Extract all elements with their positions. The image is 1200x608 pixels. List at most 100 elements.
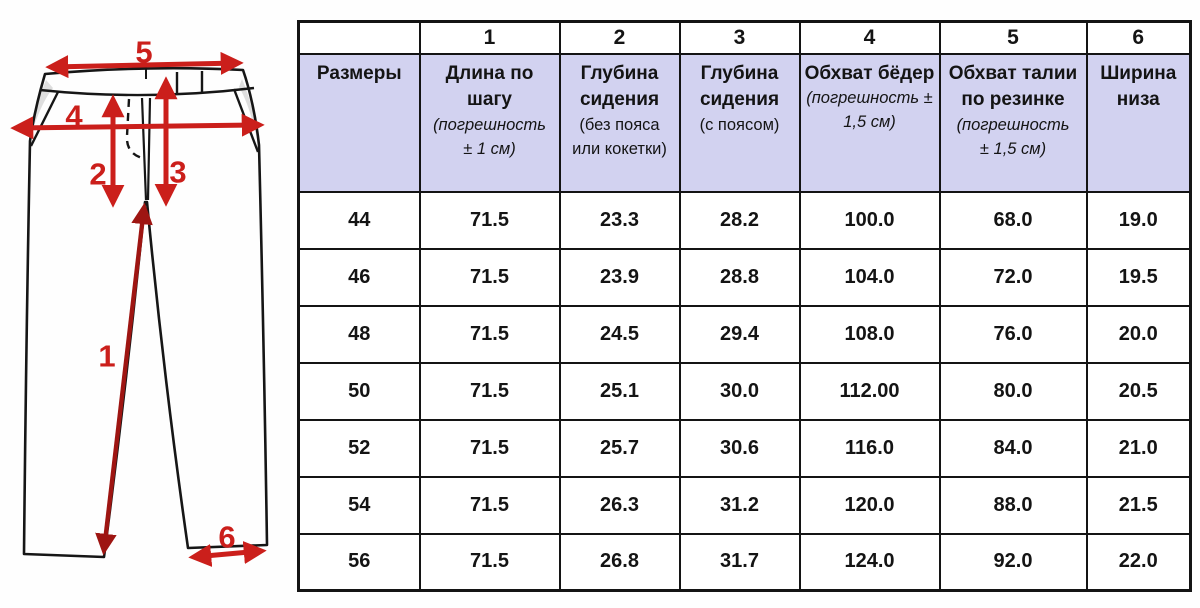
size-table: 1 2 3 4 5 6 Размеры Длина по шагу (погре… xyxy=(297,20,1192,592)
value-cell: 22.0 xyxy=(1085,532,1192,592)
measure-arrow-1-inseam xyxy=(95,202,153,556)
value-cell: 19.5 xyxy=(1085,247,1192,307)
size-cell: 48 xyxy=(297,304,421,364)
value-cell: 116.0 xyxy=(798,418,941,478)
value-cell: 30.6 xyxy=(678,418,801,478)
pants-diagram: 5 4 2 3 1 6 xyxy=(0,0,297,608)
header-title-line: Размеры xyxy=(316,62,402,84)
size-cell: 52 xyxy=(297,418,421,478)
header-note-line: (погрешность ± xyxy=(806,89,933,108)
measure-label-6: 6 xyxy=(218,519,236,555)
header-note-line: (погрешность xyxy=(433,116,546,135)
header-note-line: ± 1,5 см) xyxy=(979,140,1047,159)
header-cell-seat-depth-with-belt: Глубина сидения (с поясом) xyxy=(678,52,801,193)
measure-label-2: 2 xyxy=(89,156,107,192)
header-title-line: Ширина xyxy=(1100,62,1177,84)
header-note-line: ± 1 см) xyxy=(463,140,516,159)
header-cell-sizes: Размеры xyxy=(297,52,421,193)
value-cell: 71.5 xyxy=(418,190,561,250)
value-cell: 30.0 xyxy=(678,361,801,421)
header-note-line: или кокетки) xyxy=(572,140,667,159)
value-cell: 71.5 xyxy=(418,304,561,364)
value-cell: 100.0 xyxy=(798,190,941,250)
table-row-50: 50 71.5 25.1 30.0 112.00 80.0 20.5 xyxy=(297,361,1192,421)
value-cell: 21.5 xyxy=(1085,475,1192,535)
col-number-2: 2 xyxy=(558,20,681,55)
value-cell: 120.0 xyxy=(798,475,941,535)
value-cell: 31.2 xyxy=(678,475,801,535)
table-row-44: 44 71.5 23.3 28.2 100.0 68.0 19.0 xyxy=(297,190,1192,250)
size-cell: 56 xyxy=(297,532,421,592)
value-cell: 28.8 xyxy=(678,247,801,307)
header-note-line: (с поясом) xyxy=(699,116,780,135)
value-cell: 76.0 xyxy=(938,304,1088,364)
col-number-6: 6 xyxy=(1085,20,1192,55)
value-cell: 28.2 xyxy=(678,190,801,250)
col-number-3: 3 xyxy=(678,20,801,55)
table-row-56: 56 71.5 26.8 31.7 124.0 92.0 22.0 xyxy=(297,532,1192,592)
pants-outline xyxy=(22,66,269,559)
value-cell: 23.9 xyxy=(558,247,681,307)
header-row: Размеры Длина по шагу (погрешность ± 1 с… xyxy=(297,52,1192,193)
value-cell: 25.1 xyxy=(558,361,681,421)
header-cell-seat-depth-no-belt: Глубина сидения (без пояса или кокетки) xyxy=(558,52,681,193)
table-row-46: 46 71.5 23.9 28.8 104.0 72.0 19.5 xyxy=(297,247,1192,307)
header-note-line: (без пояса xyxy=(579,116,660,135)
header-title-line: по резинке xyxy=(961,89,1065,111)
value-cell: 72.0 xyxy=(938,247,1088,307)
value-cell: 21.0 xyxy=(1085,418,1192,478)
measure-label-4: 4 xyxy=(65,98,83,134)
value-cell: 124.0 xyxy=(798,532,941,592)
value-cell: 71.5 xyxy=(418,475,561,535)
header-title-line: шагу xyxy=(467,89,512,111)
header-title-line: сидения xyxy=(699,89,780,111)
table-row-52: 52 71.5 25.7 30.6 116.0 84.0 21.0 xyxy=(297,418,1192,478)
col-number-4: 4 xyxy=(798,20,941,55)
measure-label-1: 1 xyxy=(98,338,116,374)
value-cell: 71.5 xyxy=(418,361,561,421)
value-cell: 24.5 xyxy=(558,304,681,364)
header-note-line: 1,5 см) xyxy=(843,113,896,132)
value-cell: 71.5 xyxy=(418,532,561,592)
column-number-row: 1 2 3 4 5 6 xyxy=(297,20,1192,55)
pants-drawing xyxy=(10,51,269,567)
value-cell: 71.5 xyxy=(418,247,561,307)
value-cell: 71.5 xyxy=(418,418,561,478)
fly-dashed-line xyxy=(125,98,143,160)
waistband-line xyxy=(39,86,255,97)
size-cell: 54 xyxy=(297,475,421,535)
header-cell-inseam-length: Длина по шагу (погрешность ± 1 см) xyxy=(418,52,561,193)
value-cell: 88.0 xyxy=(938,475,1088,535)
value-cell: 104.0 xyxy=(798,247,941,307)
measure-arrow-5 xyxy=(45,51,244,79)
header-title-line: Обхват бёдер xyxy=(804,62,935,84)
corner-empty-cell xyxy=(297,20,421,55)
value-cell: 92.0 xyxy=(938,532,1088,592)
value-cell: 26.3 xyxy=(558,475,681,535)
col-number-5: 5 xyxy=(938,20,1088,55)
value-cell: 108.0 xyxy=(798,304,941,364)
col-number-1: 1 xyxy=(418,20,561,55)
size-cell: 46 xyxy=(297,247,421,307)
measure-arrow-6 xyxy=(188,541,267,567)
value-cell: 19.0 xyxy=(1085,190,1192,250)
value-cell: 23.3 xyxy=(558,190,681,250)
table-row-48: 48 71.5 24.5 29.4 108.0 76.0 20.0 xyxy=(297,304,1192,364)
value-cell: 25.7 xyxy=(558,418,681,478)
value-cell: 31.7 xyxy=(678,532,801,592)
header-cell-hip-girth: Обхват бёдер (погрешность ± 1,5 см) xyxy=(798,52,941,193)
value-cell: 80.0 xyxy=(938,361,1088,421)
header-title-line: низа xyxy=(1116,89,1160,111)
header-title-line: Глубина xyxy=(580,62,659,84)
header-title-line: Длина по xyxy=(445,62,534,84)
size-cell: 50 xyxy=(297,361,421,421)
header-title-line: сидения xyxy=(579,89,660,111)
value-cell: 20.5 xyxy=(1085,361,1192,421)
value-cell: 112.00 xyxy=(798,361,941,421)
header-title-line: Глубина xyxy=(700,62,779,84)
size-cell: 44 xyxy=(297,190,421,250)
header-cell-waist-girth: Обхват талии по резинке (погрешность ± 1… xyxy=(938,52,1088,193)
value-cell: 20.0 xyxy=(1085,304,1192,364)
value-cell: 26.8 xyxy=(558,532,681,592)
